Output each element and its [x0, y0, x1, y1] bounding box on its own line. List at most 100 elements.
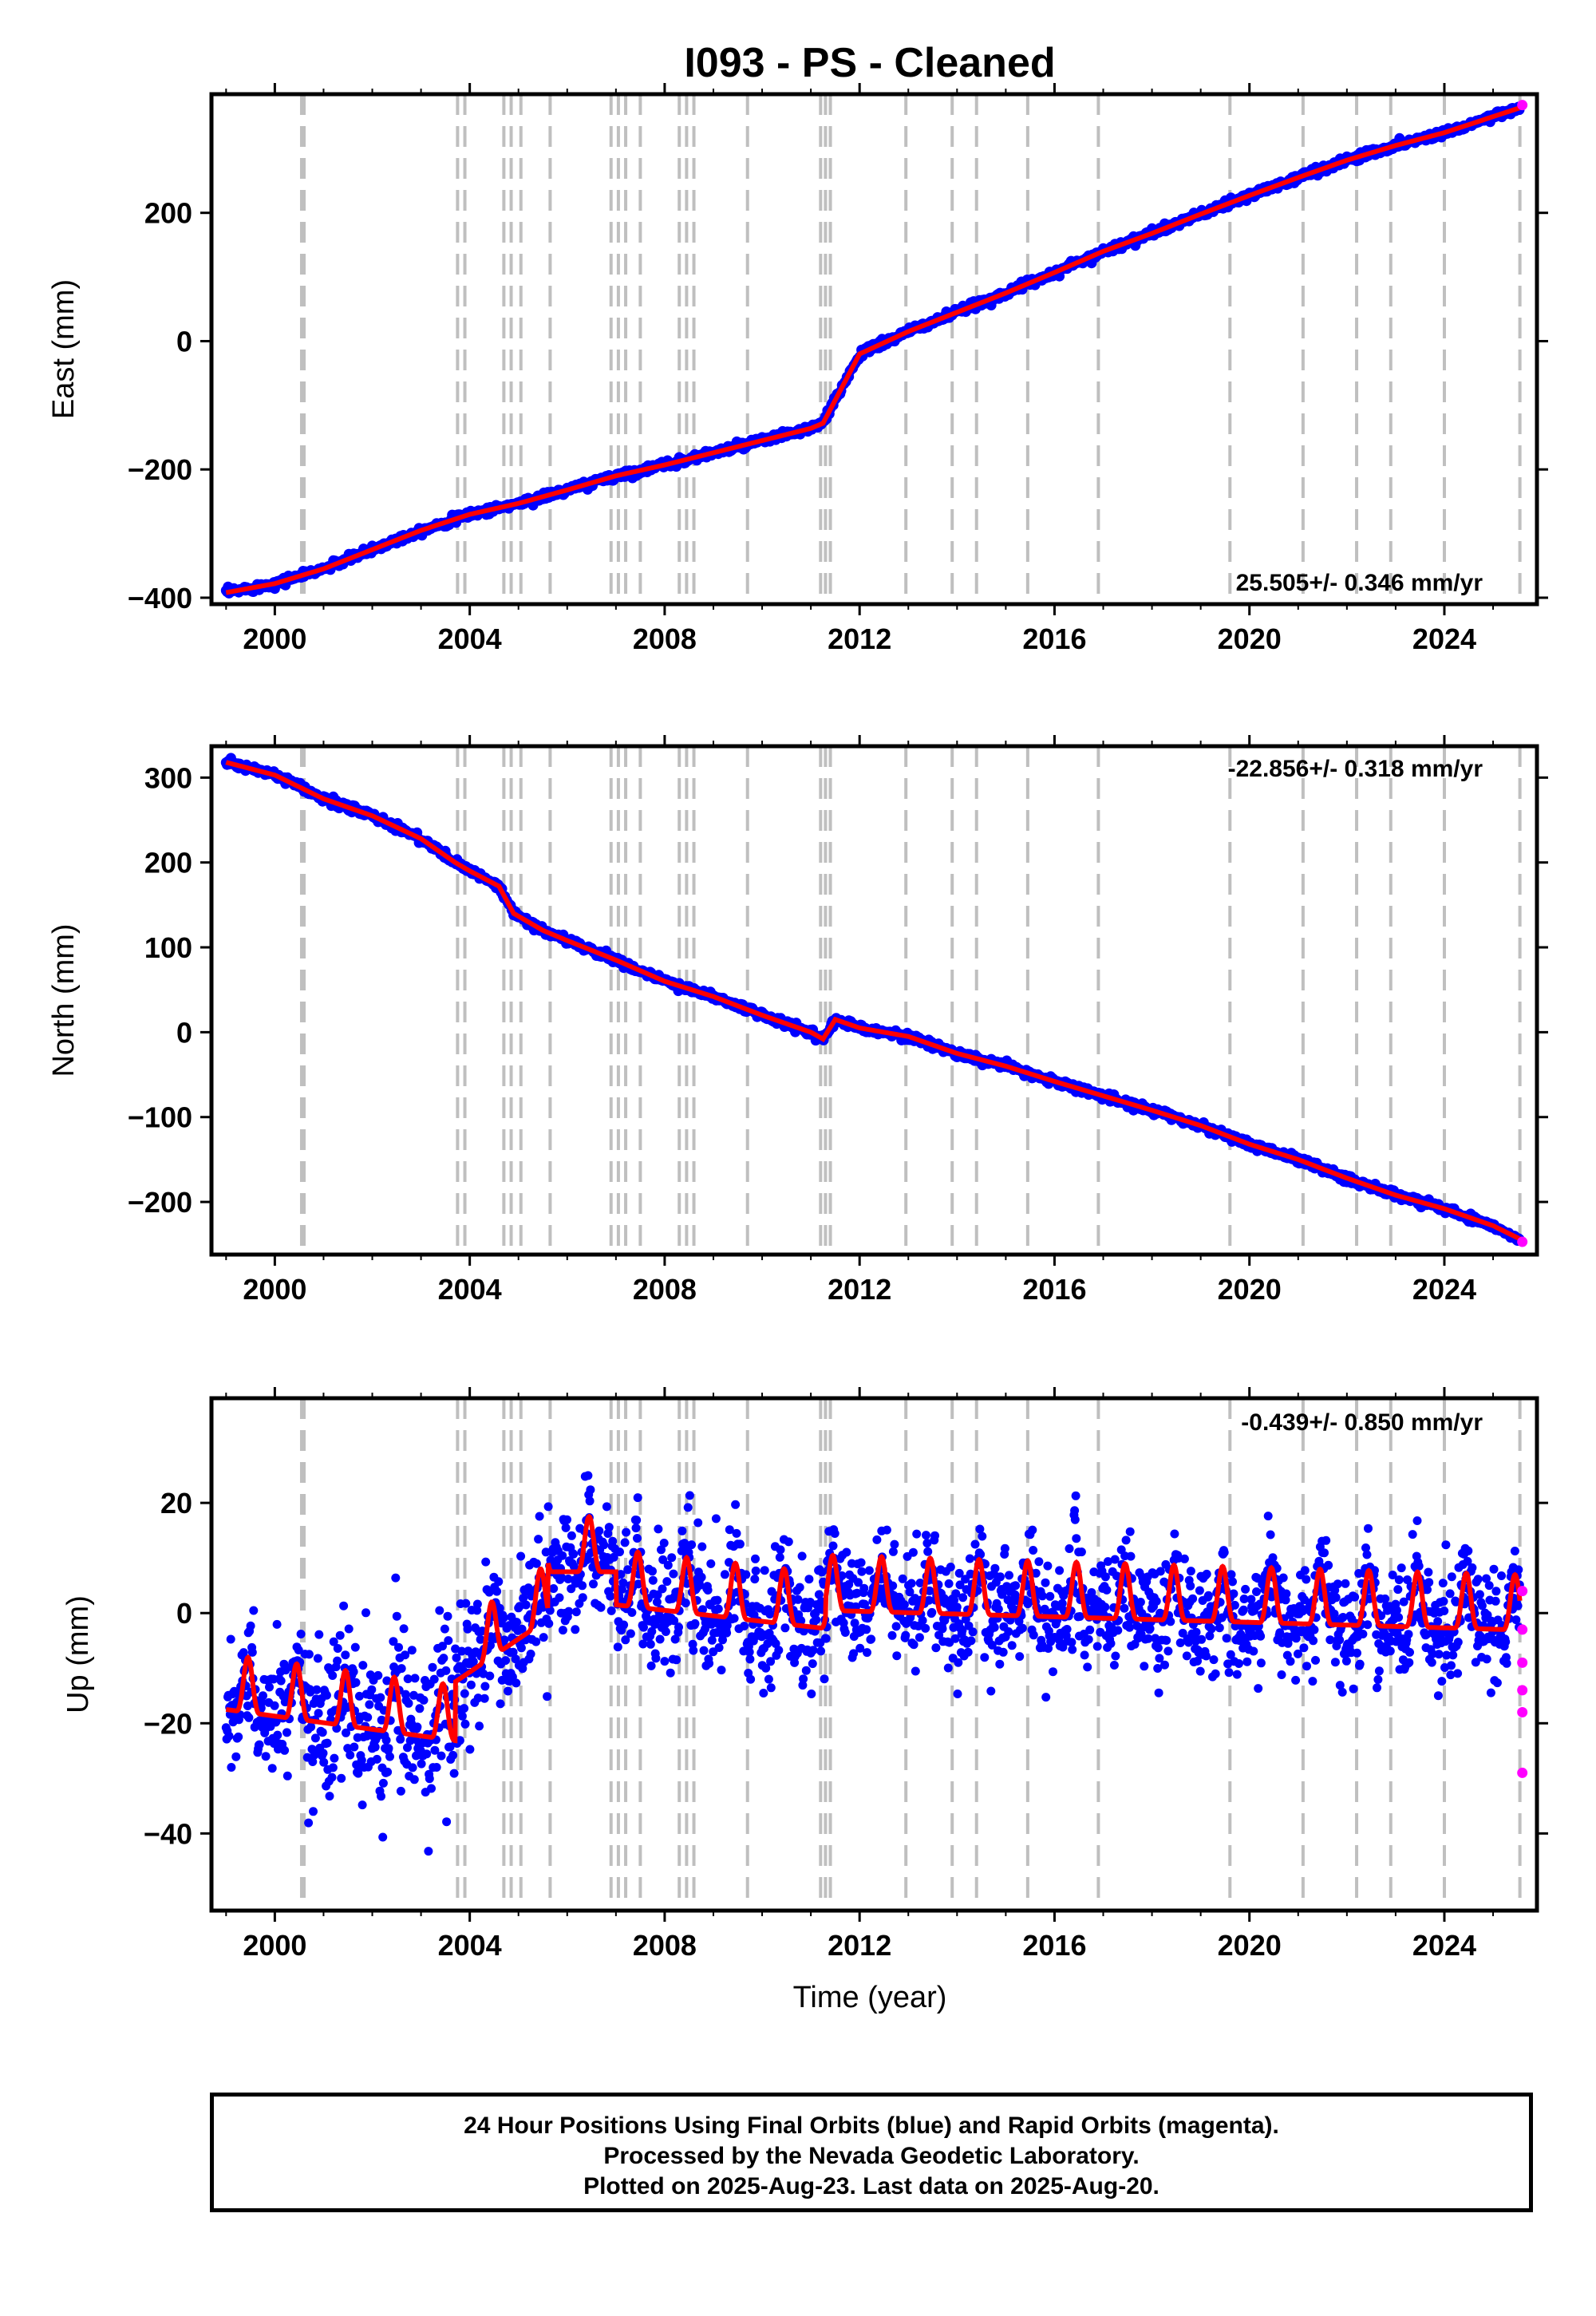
up-data-point [512, 1678, 521, 1688]
up-data-point [1358, 1630, 1368, 1638]
up-data-point [571, 1625, 580, 1634]
up-data-point [1308, 1677, 1317, 1686]
up-data-point [413, 1722, 422, 1732]
up-data-point [655, 1634, 665, 1644]
up-data-point [224, 1731, 234, 1741]
up-data-point [535, 1512, 544, 1521]
up-data-point [463, 1624, 472, 1634]
up-data-point [816, 1646, 826, 1656]
up-data-point [350, 1742, 359, 1752]
up-data-point [512, 1618, 521, 1627]
up-data-point [1300, 1566, 1310, 1575]
up-data-point [1404, 1630, 1413, 1639]
up-data-point [585, 1496, 595, 1506]
up-panel: 2000 2004 2008 2012 2016 2020 2024−40−20020Up … [61, 1387, 1548, 1962]
up-data-point [480, 1694, 489, 1703]
up-data-point [799, 1674, 808, 1684]
up-data-point [282, 1728, 291, 1737]
up-data-point [620, 1538, 630, 1547]
north-plot-area [220, 746, 1528, 1255]
up-data-point [367, 1685, 377, 1694]
up-data-point [246, 1621, 255, 1630]
up-data-point [1092, 1642, 1102, 1651]
up-data-point [1111, 1651, 1120, 1661]
up-data-point [1125, 1622, 1134, 1632]
up-data-point [1163, 1646, 1173, 1656]
up-data-point [918, 1616, 927, 1625]
up-data-point [954, 1658, 963, 1667]
up-data-point [441, 1666, 451, 1675]
up-data-point [963, 1647, 973, 1657]
up-data-point [1353, 1648, 1361, 1658]
up-data-point [808, 1646, 818, 1655]
up-data-point [1034, 1557, 1044, 1567]
up-data-point [1045, 1591, 1055, 1601]
up-data-point [667, 1553, 677, 1563]
up-data-point [1224, 1668, 1234, 1678]
up-data-point [234, 1732, 243, 1741]
up-data-point [965, 1554, 974, 1563]
y-tick-label: −200 [128, 1186, 192, 1219]
x-tick-label: 2016 [1022, 1273, 1086, 1306]
up-data-point [1268, 1553, 1278, 1563]
east-velocity-rate: 25.505+/- 0.346 mm/yr [1236, 570, 1483, 596]
up-data-point [899, 1600, 909, 1610]
up-data-point [1254, 1684, 1263, 1694]
up-data-point [646, 1661, 656, 1670]
east-y-axis-label: East (mm) [47, 279, 81, 419]
up-data-point [711, 1514, 721, 1524]
up-data-point [751, 1554, 760, 1563]
up-data-point [429, 1674, 439, 1684]
up-data-point [383, 1767, 393, 1777]
up-data-point [968, 1627, 978, 1637]
up-data-point [346, 1750, 355, 1760]
up-data-point [501, 1656, 511, 1666]
up-data-point [685, 1491, 694, 1500]
up-data-point [419, 1695, 429, 1705]
up-data-point [1162, 1636, 1171, 1645]
up-data-point [485, 1671, 495, 1681]
up-data-point [1029, 1630, 1038, 1640]
up-data-point [996, 1572, 1005, 1582]
up-data-point [1153, 1643, 1163, 1653]
up-data-point [457, 1711, 467, 1721]
up-data-point [578, 1593, 587, 1603]
up-data-point [435, 1606, 444, 1615]
up-data-point [978, 1531, 987, 1541]
up-data-point [1191, 1627, 1201, 1637]
up-data-point [1109, 1661, 1119, 1670]
east-plot-area [220, 94, 1528, 604]
up-data-point [516, 1643, 526, 1653]
up-data-point [687, 1540, 697, 1550]
y-tick-label: 300 [144, 761, 192, 794]
up-data-point [797, 1551, 807, 1561]
x-tick-label: 2004 [438, 622, 502, 655]
up-data-point [672, 1655, 681, 1665]
east-panel-frame [209, 92, 1539, 607]
x-tick-label: 2004 [438, 1273, 502, 1306]
up-data-point [746, 1674, 756, 1684]
up-data-point [363, 1713, 373, 1722]
up-data-point [931, 1643, 941, 1653]
up-data-point [1083, 1662, 1092, 1672]
up-data-point [327, 1773, 337, 1782]
up-data-point [807, 1690, 816, 1698]
up-data-point [372, 1754, 381, 1764]
up-data-point [980, 1653, 990, 1662]
up-data-point [784, 1537, 793, 1547]
up-data-point [312, 1685, 322, 1694]
up-data-point [703, 1586, 713, 1595]
up-data-point [396, 1786, 405, 1796]
up-data-point [1355, 1659, 1365, 1669]
up-data-point [555, 1593, 564, 1603]
up-data-point [627, 1608, 637, 1617]
up-data-point [745, 1654, 755, 1664]
up-data-point [309, 1807, 318, 1816]
up-data-point [351, 1678, 361, 1687]
up-data-point [921, 1623, 930, 1633]
up-data-point [1362, 1550, 1372, 1559]
up-data-point [1072, 1534, 1081, 1543]
up-data-point [272, 1619, 282, 1629]
up-data-point [1186, 1567, 1195, 1576]
up-data-point [1080, 1650, 1089, 1660]
